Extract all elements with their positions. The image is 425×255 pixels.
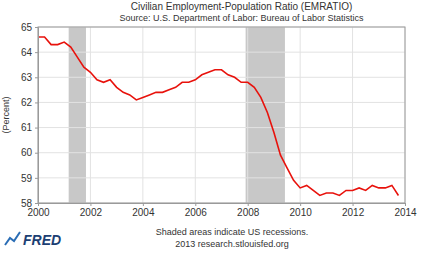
x-tick-mark xyxy=(90,203,91,206)
y-tick: 64 xyxy=(21,47,38,58)
y-axis-title: (Percent) xyxy=(1,96,11,133)
grid-line-y xyxy=(38,52,405,53)
plot-background xyxy=(38,27,405,203)
y-tick-label: 64 xyxy=(21,47,33,58)
x-tick-mark xyxy=(195,203,196,206)
x-tick: 2004 xyxy=(132,203,155,218)
grid-line-x xyxy=(300,27,301,203)
y-tick: 61 xyxy=(21,122,38,133)
y-tick-label: 62 xyxy=(21,97,33,108)
series-layer xyxy=(38,37,398,195)
x-tick: 2010 xyxy=(290,203,313,218)
y-tick-mark xyxy=(35,128,38,129)
y-tick-label: 60 xyxy=(21,147,33,158)
y-tick: 65 xyxy=(21,22,38,33)
y-tick-label: 65 xyxy=(21,22,33,33)
plot-area: 5859606162636465200020022004200620082010… xyxy=(21,22,417,218)
logo-text: FRED xyxy=(23,232,61,248)
y-tick-mark xyxy=(35,153,38,154)
credit: 2013 research.stlouisfed.org xyxy=(175,239,289,249)
x-tick-label: 2012 xyxy=(342,207,365,218)
x-tick-mark xyxy=(353,203,354,206)
x-tick-label: 2002 xyxy=(80,207,103,218)
grid-line-x xyxy=(195,27,196,203)
x-tick: 2008 xyxy=(237,203,260,218)
x-tick-label: 2008 xyxy=(237,207,260,218)
subtitle: Source: U.S. Department of Labor: Bureau… xyxy=(119,13,364,23)
y-tick: 63 xyxy=(21,72,38,83)
recession-note: Shaded areas indicate US recessions. xyxy=(156,227,309,237)
y-tick: 62 xyxy=(21,97,38,108)
y-tick: 59 xyxy=(21,173,38,184)
grid-line-x xyxy=(352,27,353,203)
y-tick: 60 xyxy=(21,147,38,158)
y-tick-mark xyxy=(35,27,38,28)
x-tick-label: 2014 xyxy=(394,207,417,218)
recession-band xyxy=(246,27,285,203)
x-tick-label: 2010 xyxy=(290,207,313,218)
y-tick-label: 59 xyxy=(21,173,33,184)
x-tick: 2006 xyxy=(185,203,208,218)
x-tick-mark xyxy=(248,203,249,206)
y-tick-mark xyxy=(35,77,38,78)
plot-frame xyxy=(38,27,405,203)
grid-line-x xyxy=(142,27,143,203)
x-tick-mark xyxy=(143,203,144,206)
x-tick-label: 2004 xyxy=(132,207,155,218)
chart: 5859606162636465200020022004200620082010… xyxy=(0,0,425,255)
grid-line-y xyxy=(38,177,405,178)
grid-line-y xyxy=(38,127,405,128)
grid-line-y xyxy=(38,152,405,153)
grid-line-y xyxy=(38,102,405,103)
y-tick-mark xyxy=(35,52,38,53)
x-tick-label: 2006 xyxy=(185,207,208,218)
data-line xyxy=(38,37,398,195)
recession-layer xyxy=(69,27,285,203)
y-axis: 5859606162636465 xyxy=(21,22,39,209)
grid-line-y xyxy=(38,77,405,78)
title: Civilian Employment-Population Ratio (EM… xyxy=(131,1,353,12)
x-axis: 2000 2002 2004 2006 2008 2010 2012 2014 xyxy=(27,203,417,218)
grid-line-x xyxy=(247,27,248,203)
x-tick: 2014 xyxy=(394,203,417,218)
x-tick: 2012 xyxy=(342,203,365,218)
x-tick-mark xyxy=(300,203,301,206)
x-tick-mark xyxy=(405,203,406,206)
y-tick-label: 61 xyxy=(21,122,33,133)
grid-line-x xyxy=(90,27,91,203)
y-tick-mark xyxy=(35,102,38,103)
x-tick-mark xyxy=(38,203,39,206)
x-tick: 2000 xyxy=(27,203,50,218)
x-tick-label: 2000 xyxy=(27,207,50,218)
y-tick-mark xyxy=(35,203,38,204)
grid xyxy=(38,27,405,203)
y-tick-mark xyxy=(35,178,38,179)
y-tick-label: 63 xyxy=(21,72,33,83)
x-axis-line xyxy=(39,204,406,207)
x-tick: 2002 xyxy=(80,203,103,218)
y-axis-line xyxy=(35,28,39,204)
logo: FRED xyxy=(5,232,61,248)
logo-icon xyxy=(5,232,20,245)
recession-band xyxy=(69,27,86,203)
